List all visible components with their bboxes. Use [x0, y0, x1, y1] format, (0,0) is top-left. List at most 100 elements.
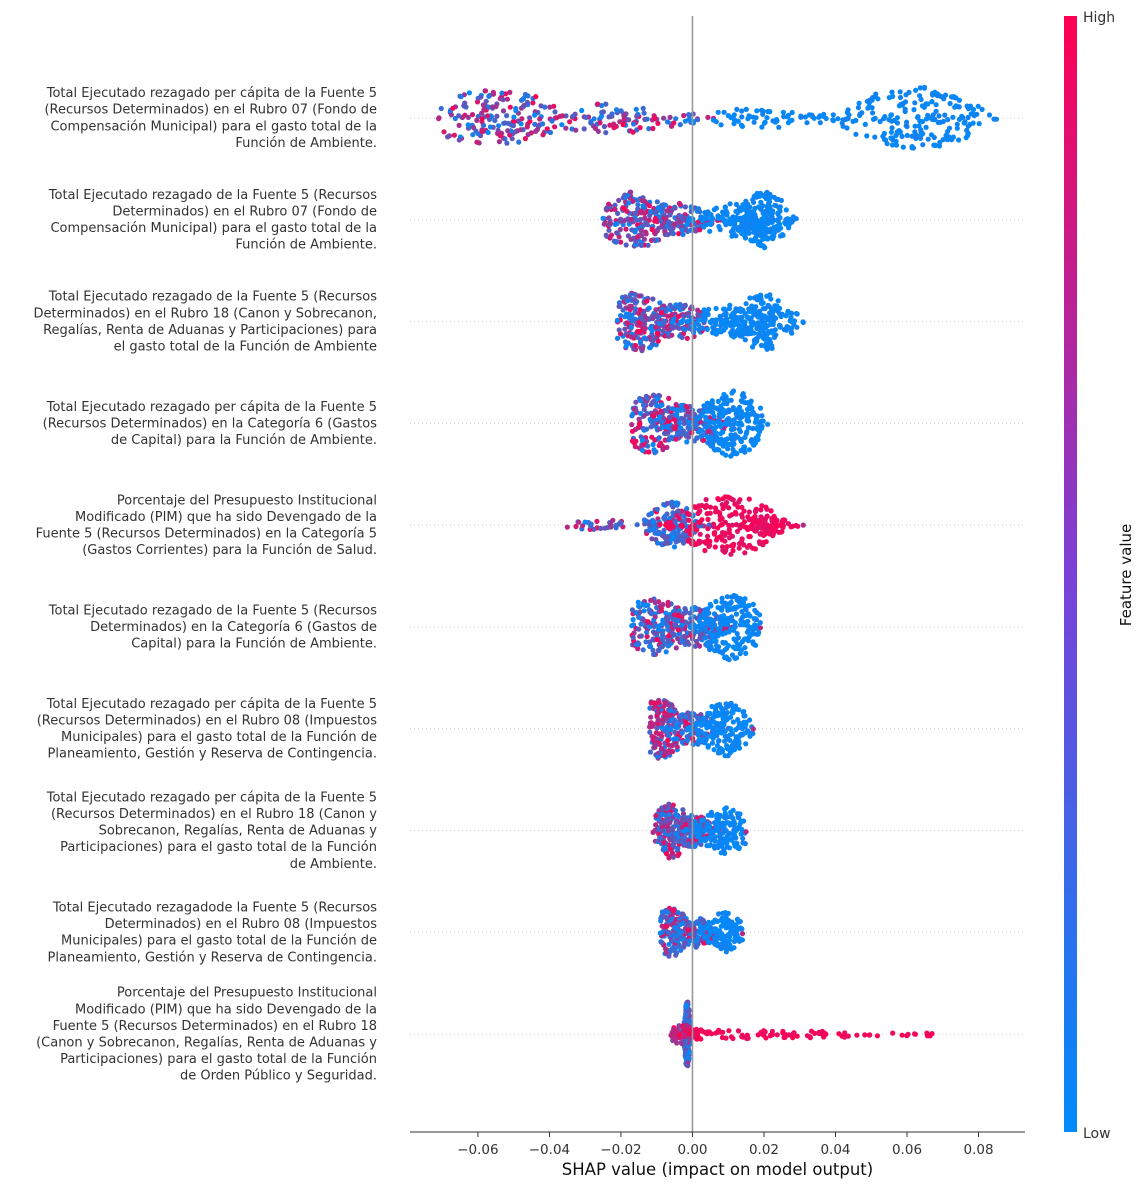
shap-point — [675, 429, 681, 435]
shap-point — [751, 222, 757, 228]
shap-point — [487, 124, 493, 130]
shap-point — [781, 517, 787, 523]
shap-point — [730, 406, 736, 413]
shap-point — [711, 531, 718, 537]
shap-point — [704, 510, 710, 517]
shap-point — [665, 737, 671, 743]
shap-point — [674, 407, 680, 413]
shap-point — [804, 120, 810, 126]
shap-point — [759, 413, 765, 419]
shap-point — [944, 137, 951, 143]
shap-point — [675, 508, 682, 514]
shap-point — [669, 406, 676, 412]
shap-point — [760, 243, 766, 249]
shap-point — [789, 325, 795, 331]
shap-point — [702, 316, 708, 322]
shap-point — [771, 307, 777, 313]
shap-point — [817, 120, 823, 126]
shap-point — [743, 650, 749, 657]
shap-point — [733, 737, 740, 743]
shap-point — [682, 204, 689, 210]
shap-point — [733, 611, 740, 617]
shap-point — [711, 447, 718, 453]
shap-point — [750, 726, 756, 732]
shap-point — [789, 109, 795, 116]
shap-point — [734, 106, 740, 112]
feature-label-line: Participaciones) para el gasto total de … — [60, 1052, 377, 1067]
shap-point — [636, 614, 642, 621]
shap-point — [629, 438, 636, 444]
shap-point — [956, 97, 963, 103]
shap-point — [790, 1031, 796, 1037]
feature-label-line: de Ambiente. — [290, 857, 377, 872]
shap-point — [626, 117, 632, 123]
shap-point — [741, 204, 747, 210]
shap-point — [636, 293, 642, 299]
shap-point — [717, 421, 723, 427]
shap-point — [651, 651, 657, 658]
shap-point — [899, 133, 905, 139]
shap-point — [618, 108, 624, 114]
shap-point — [721, 312, 727, 318]
shap-point — [739, 318, 745, 324]
shap-point — [875, 96, 881, 102]
shap-point — [602, 525, 608, 531]
shap-point — [608, 524, 614, 530]
feature-label-line: Fuente 5 (Recursos Determinados) en la C… — [36, 527, 377, 542]
shap-point — [962, 119, 968, 125]
shap-point — [681, 814, 687, 820]
shap-point — [650, 420, 657, 426]
shap-point — [648, 611, 654, 617]
shap-point — [655, 205, 661, 211]
feature-label-line: Total Ejecutado rezagado per cápita de l… — [46, 400, 377, 415]
feature-label: Total Ejecutado rezagado de la Fuente 5 … — [48, 603, 377, 651]
shap-point — [653, 324, 659, 330]
shap-point — [706, 1029, 712, 1035]
feature-label-line: Capital) para la Función de Ambiente. — [131, 637, 377, 652]
shap-point — [673, 645, 679, 651]
shap-point — [877, 118, 883, 125]
shap-point — [672, 708, 678, 715]
shap-point — [659, 940, 665, 946]
shap-point — [986, 112, 993, 118]
colorbar: High Low Feature value — [1064, 10, 1135, 1142]
shap-point — [637, 216, 644, 223]
shap-point — [470, 124, 477, 131]
shap-point — [582, 519, 588, 525]
shap-point — [695, 510, 701, 517]
shap-point — [713, 405, 719, 411]
shap-point — [685, 1063, 691, 1069]
shap-point — [976, 121, 982, 127]
feature-points — [668, 999, 935, 1069]
shap-point — [830, 112, 836, 118]
shap-point — [717, 942, 723, 948]
shap-point — [717, 812, 723, 818]
shap-point — [729, 312, 735, 318]
shap-point — [750, 627, 756, 633]
colorbar-low-label: Low — [1083, 1126, 1111, 1142]
shap-point — [676, 1032, 683, 1038]
shap-point — [638, 228, 644, 234]
shap-point — [744, 201, 751, 207]
shap-point — [733, 201, 740, 207]
shap-point — [696, 822, 702, 829]
shap-point — [681, 633, 687, 639]
shap-point — [709, 740, 716, 746]
shap-point — [748, 315, 754, 321]
shap-point — [671, 736, 677, 742]
shap-point — [709, 835, 715, 841]
shap-point — [721, 391, 727, 398]
shap-point — [711, 747, 717, 753]
shap-point — [653, 307, 659, 313]
shap-point — [588, 120, 594, 126]
shap-point — [622, 326, 628, 332]
shap-point — [754, 108, 760, 114]
shap-point — [478, 94, 484, 100]
shap-point — [712, 845, 718, 851]
shap-point — [735, 717, 741, 723]
shap-point — [668, 916, 674, 923]
shap-point — [438, 105, 444, 112]
feature-label-line: Determinados) en la Categoría 6 (Gastos … — [90, 620, 377, 635]
shap-point — [616, 197, 622, 203]
shap-point — [929, 1031, 935, 1037]
